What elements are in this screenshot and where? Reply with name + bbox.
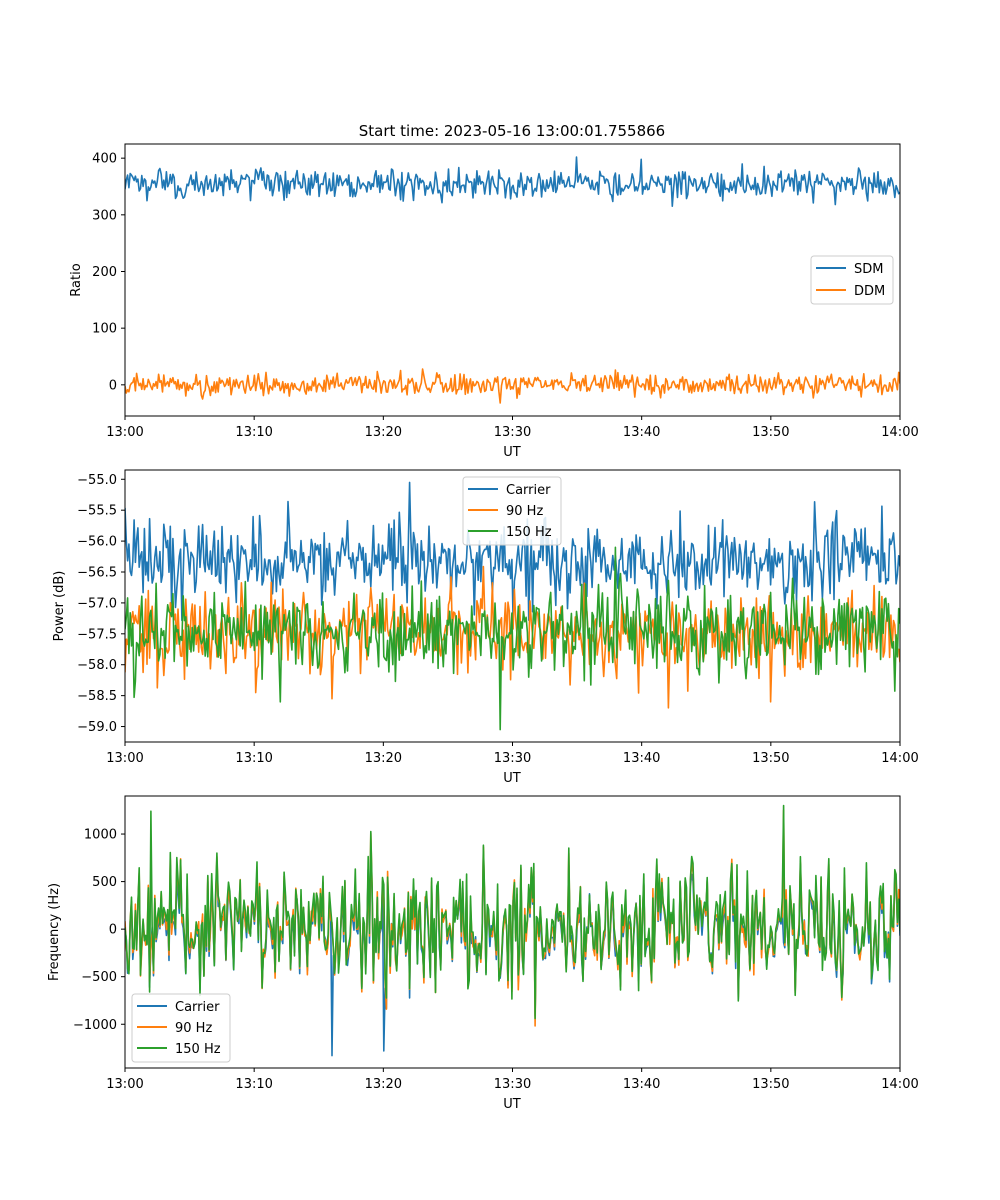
frequency-series-line-150-hz bbox=[125, 804, 900, 1020]
ratio-xtick-label: 13:50 bbox=[752, 425, 789, 440]
frequency-legend-carrier-label: Carrier bbox=[175, 1000, 220, 1015]
power-panel: 13:00 13:10 13:20 13:30 13:40 13:50 14:00 −59.0… bbox=[52, 469, 919, 786]
figure-title: Start time: 2023-05-16 13:00:01.755866 bbox=[359, 122, 665, 140]
ratio-ytick-label: 100 bbox=[92, 322, 117, 337]
ratio-ytick-label: 0 bbox=[109, 378, 117, 393]
power-xtick-label: 13:40 bbox=[623, 751, 660, 766]
power-xtick-label: 13:20 bbox=[365, 751, 402, 766]
ratio-xtick-label: 14:00 bbox=[881, 425, 918, 440]
power-ticks: 13:00 13:10 13:20 13:30 13:40 13:50 14:00 −59.0… bbox=[77, 473, 919, 766]
ratio-ticks: 13:00 13:10 13:20 13:30 13:40 13:50 14:00 0 100 2… bbox=[92, 152, 919, 440]
frequency-xtick-label: 13:30 bbox=[494, 1077, 531, 1092]
power-legend: Carrier 90 Hz 150 Hz bbox=[462, 476, 562, 546]
ratio-xtick-label: 13:10 bbox=[235, 425, 272, 440]
frequency-ytick-label: 0 bbox=[109, 923, 117, 938]
power-legend-box bbox=[462, 476, 562, 546]
ratio-ytick-label: 400 bbox=[92, 152, 117, 167]
power-xtick-label: 13:10 bbox=[235, 751, 272, 766]
frequency-xtick-label: 13:40 bbox=[623, 1077, 660, 1092]
frequency-ytick-label: −500 bbox=[81, 970, 117, 985]
frequency-ytick-label: 500 bbox=[92, 875, 117, 890]
frequency-ylabel: Frequency (Hz) bbox=[47, 883, 62, 981]
ratio-ylabel: Ratio bbox=[69, 263, 84, 296]
frequency-xtick-label: 13:00 bbox=[106, 1077, 143, 1092]
ratio-ytick-label: 200 bbox=[92, 265, 117, 280]
frequency-ytick-label: 1000 bbox=[84, 828, 117, 843]
frequency-xlabel: UT bbox=[503, 1097, 521, 1112]
ratio-legend-ddm-label: DDM bbox=[854, 284, 885, 299]
frequency-xtick-label: 13:10 bbox=[235, 1077, 272, 1092]
frequency-ticks: 13:00 13:10 13:20 13:30 13:40 13:50 14:00 −1000… bbox=[73, 828, 919, 1092]
ratio-panel: 13:00 13:10 13:20 13:30 13:40 13:50 14:00 0 100 2… bbox=[69, 143, 919, 460]
power-series-line-150-hz bbox=[125, 546, 900, 731]
ratio-xtick-label: 13:20 bbox=[365, 425, 402, 440]
power-xlabel: UT bbox=[503, 771, 521, 786]
ratio-xtick-label: 13:40 bbox=[623, 425, 660, 440]
frequency-xtick-label: 14:00 bbox=[881, 1077, 918, 1092]
power-ytick-label: −55.5 bbox=[77, 504, 117, 519]
ratio-legend-sdm-label: SDM bbox=[854, 262, 883, 277]
ratio-series-line-sdm bbox=[125, 156, 900, 207]
power-ytick-label: −56.0 bbox=[77, 535, 117, 550]
power-xtick-label: 13:30 bbox=[494, 751, 531, 766]
power-series-line-carrier bbox=[125, 481, 900, 623]
power-ytick-label: −56.5 bbox=[77, 566, 117, 581]
ratio-series-group bbox=[125, 156, 900, 404]
frequency-legend-90hz-label: 90 Hz bbox=[175, 1021, 212, 1036]
ratio-legend: SDM DDM bbox=[810, 255, 894, 305]
power-ylabel: Power (dB) bbox=[52, 571, 67, 642]
power-xtick-label: 13:50 bbox=[752, 751, 789, 766]
frequency-xtick-label: 13:50 bbox=[752, 1077, 789, 1092]
ratio-xtick-label: 13:30 bbox=[494, 425, 531, 440]
ratio-ytick-label: 300 bbox=[92, 208, 117, 223]
power-ytick-label: −57.5 bbox=[77, 627, 117, 642]
frequency-panel: 13:00 13:10 13:20 13:30 13:40 13:50 14:00 −1000… bbox=[47, 795, 919, 1112]
power-ytick-label: −55.0 bbox=[77, 473, 117, 488]
power-xtick-label: 13:00 bbox=[106, 751, 143, 766]
frequency-legend: Carrier 90 Hz 150 Hz bbox=[131, 993, 231, 1063]
power-ytick-label: −59.0 bbox=[77, 720, 117, 735]
frequency-series-group bbox=[125, 804, 900, 1057]
power-series-group bbox=[125, 481, 900, 731]
ratio-xtick-label: 13:00 bbox=[106, 425, 143, 440]
frequency-legend-150hz-label: 150 Hz bbox=[175, 1042, 221, 1057]
frequency-legend-box bbox=[131, 993, 231, 1063]
frequency-xtick-label: 13:20 bbox=[365, 1077, 402, 1092]
frequency-ytick-label: −1000 bbox=[73, 1018, 117, 1033]
power-legend-90hz-label: 90 Hz bbox=[506, 504, 543, 519]
power-ytick-label: −58.0 bbox=[77, 658, 117, 673]
power-xtick-label: 14:00 bbox=[881, 751, 918, 766]
power-ytick-label: −58.5 bbox=[77, 689, 117, 704]
power-ytick-label: −57.0 bbox=[77, 596, 117, 611]
power-legend-carrier-label: Carrier bbox=[506, 483, 551, 498]
power-legend-150hz-label: 150 Hz bbox=[506, 525, 552, 540]
ratio-xlabel: UT bbox=[503, 445, 521, 460]
ratio-series-line-ddm bbox=[125, 368, 900, 404]
